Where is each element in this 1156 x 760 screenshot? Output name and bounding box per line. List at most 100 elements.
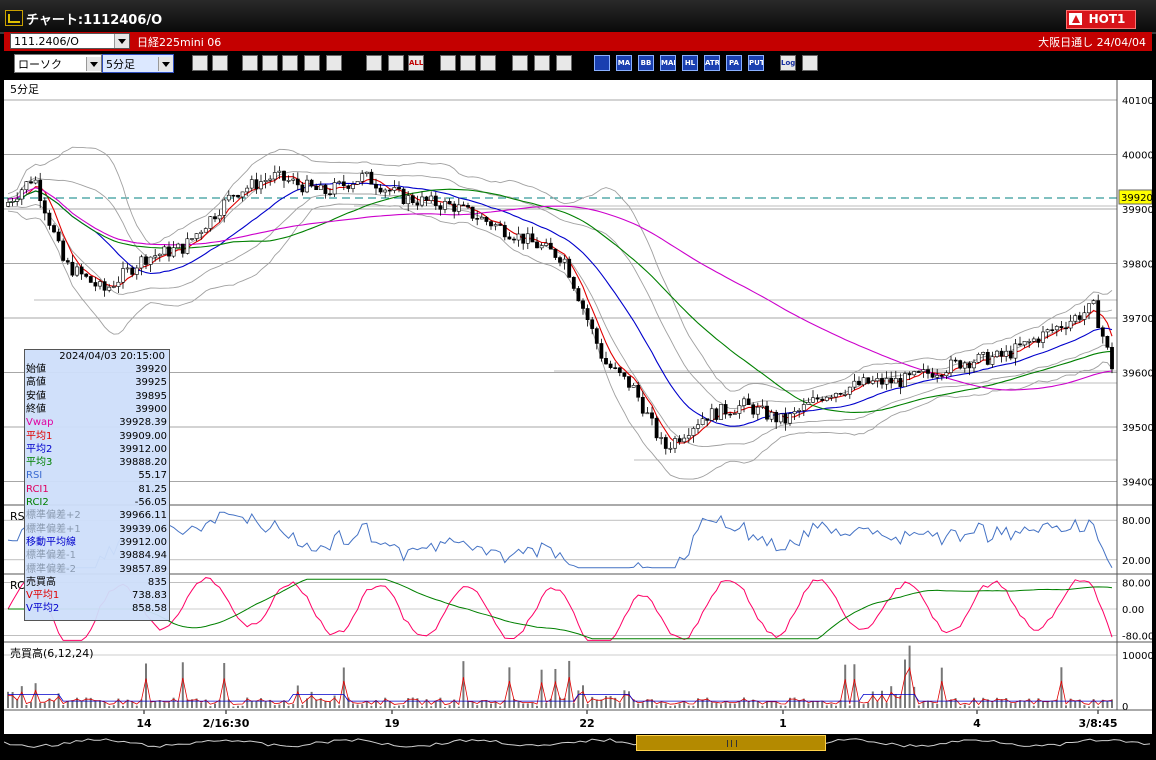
volume-bar	[324, 701, 327, 708]
panel-row-value: 39857.89	[119, 563, 167, 575]
period-label: 5分足	[10, 83, 39, 96]
candle-body	[668, 447, 673, 450]
candle-body	[1022, 341, 1027, 346]
candle-body	[401, 188, 406, 205]
candle-body	[544, 242, 549, 246]
volume-bar	[1060, 667, 1063, 708]
volume-tick: 0	[1122, 702, 1128, 713]
panel-row-label: 終値	[26, 403, 46, 415]
cursor-icon[interactable]	[460, 55, 476, 71]
volume-bar	[1101, 699, 1104, 708]
chevron-down-icon[interactable]	[86, 57, 101, 71]
volume-bar	[991, 702, 994, 708]
export-icon[interactable]	[802, 55, 818, 71]
chevron-down-icon[interactable]	[158, 57, 173, 71]
volume-bar	[968, 706, 971, 708]
candle-body	[305, 179, 309, 193]
panel-row-label: RSI	[26, 470, 43, 482]
candle-body	[406, 195, 411, 205]
candle-body	[93, 282, 98, 287]
atr-button[interactable]: ATR	[704, 55, 720, 71]
candle-body	[870, 380, 875, 384]
candle-split-icon[interactable]	[388, 55, 404, 71]
mae-button[interactable]: MAE	[660, 55, 676, 71]
time-scrollbar[interactable]	[4, 734, 1152, 754]
bb-button[interactable]: BB	[638, 55, 654, 71]
candle-body	[995, 350, 999, 357]
panel-row: 標準偏差+2 39966.11	[26, 510, 167, 522]
volume-bar	[191, 699, 193, 708]
zoom-icon[interactable]	[192, 55, 208, 71]
candle-body	[930, 373, 935, 378]
volume-bar	[195, 698, 198, 708]
symbol-code-select[interactable]: 111.2406/O	[10, 33, 130, 49]
candle-body	[949, 359, 953, 373]
chart-type-select[interactable]: ローソク	[14, 54, 102, 73]
candle-body	[1096, 300, 1101, 329]
tool-icon[interactable]	[534, 55, 550, 71]
candle-body	[521, 233, 526, 244]
ma-button[interactable]: MA	[616, 55, 632, 71]
volume-bar	[1065, 705, 1067, 708]
volume-bar	[1009, 703, 1012, 708]
chart-area[interactable]: 80.00 20.00 80.00 0.00 -80.00 10000 0 40100 40…	[4, 80, 1152, 734]
candle-body	[222, 199, 227, 216]
period-select[interactable]: 5分足	[102, 54, 174, 73]
candle-body	[539, 245, 544, 249]
candle-body	[79, 266, 84, 275]
candle-body	[190, 238, 194, 240]
candle-body	[1031, 338, 1036, 342]
arrow-icon[interactable]	[480, 55, 496, 71]
candle-body	[387, 189, 392, 192]
bar-volume-icon[interactable]	[282, 55, 298, 71]
candle-body	[792, 411, 797, 415]
log-button[interactable]: Log	[780, 55, 796, 71]
candle-body	[737, 405, 742, 414]
put-button[interactable]: PUT	[748, 55, 764, 71]
para-button[interactable]: PA RA	[726, 55, 742, 71]
panel-row: 高値 39925	[26, 377, 167, 389]
swap-icon[interactable]	[304, 55, 320, 71]
volume-bar	[982, 697, 985, 708]
candle-body	[111, 286, 116, 288]
ichimoku-button[interactable]	[594, 55, 610, 71]
panel-row: 標準偏差+1 39939.06	[26, 524, 167, 536]
candle-body	[530, 233, 535, 243]
candle-body	[134, 267, 139, 275]
hot1-button[interactable]: HOT1	[1066, 10, 1136, 29]
settings-icon[interactable]	[512, 55, 528, 71]
crosshair-icon[interactable]	[212, 55, 228, 71]
panel-row: 売買高 835	[26, 577, 167, 589]
search-quote-icon[interactable]	[262, 55, 278, 71]
candle-body	[75, 266, 79, 276]
volume-bar	[825, 705, 828, 708]
current-price-tag	[1118, 189, 1152, 205]
candle-body	[61, 240, 66, 261]
hl-button[interactable]: HL	[682, 55, 698, 71]
candle-body	[341, 181, 346, 187]
candle-body	[249, 179, 254, 189]
volume-bar	[434, 700, 437, 708]
volume-bar	[1069, 698, 1072, 708]
volume-bar	[885, 702, 888, 708]
draw-line-icon[interactable]	[440, 55, 456, 71]
volume-bar	[641, 702, 644, 708]
volume-bar	[76, 697, 78, 708]
volume-bar	[430, 706, 433, 708]
all-button[interactable]: ALL	[408, 55, 424, 71]
color-icon[interactable]	[556, 55, 572, 71]
calculator-icon[interactable]	[326, 55, 342, 71]
candle-icon[interactable]	[366, 55, 382, 71]
volume-bar	[1051, 700, 1054, 708]
scrollbar-thumb[interactable]	[636, 735, 826, 751]
panel-row-value: 39900	[135, 403, 167, 415]
panel-row-label: 平均1	[26, 430, 53, 442]
candle-body	[52, 225, 56, 233]
order-icon[interactable]	[242, 55, 258, 71]
volume-bar	[375, 700, 377, 708]
panel-row-value: 39966.11	[119, 510, 167, 522]
chevron-down-icon[interactable]	[114, 34, 129, 48]
price-chart-svg[interactable]: 80.00 20.00 80.00 0.00 -80.00 10000 0 40100 40…	[4, 80, 1152, 734]
candle-body	[1068, 320, 1073, 329]
panel-row-value: -56.05	[134, 497, 167, 508]
